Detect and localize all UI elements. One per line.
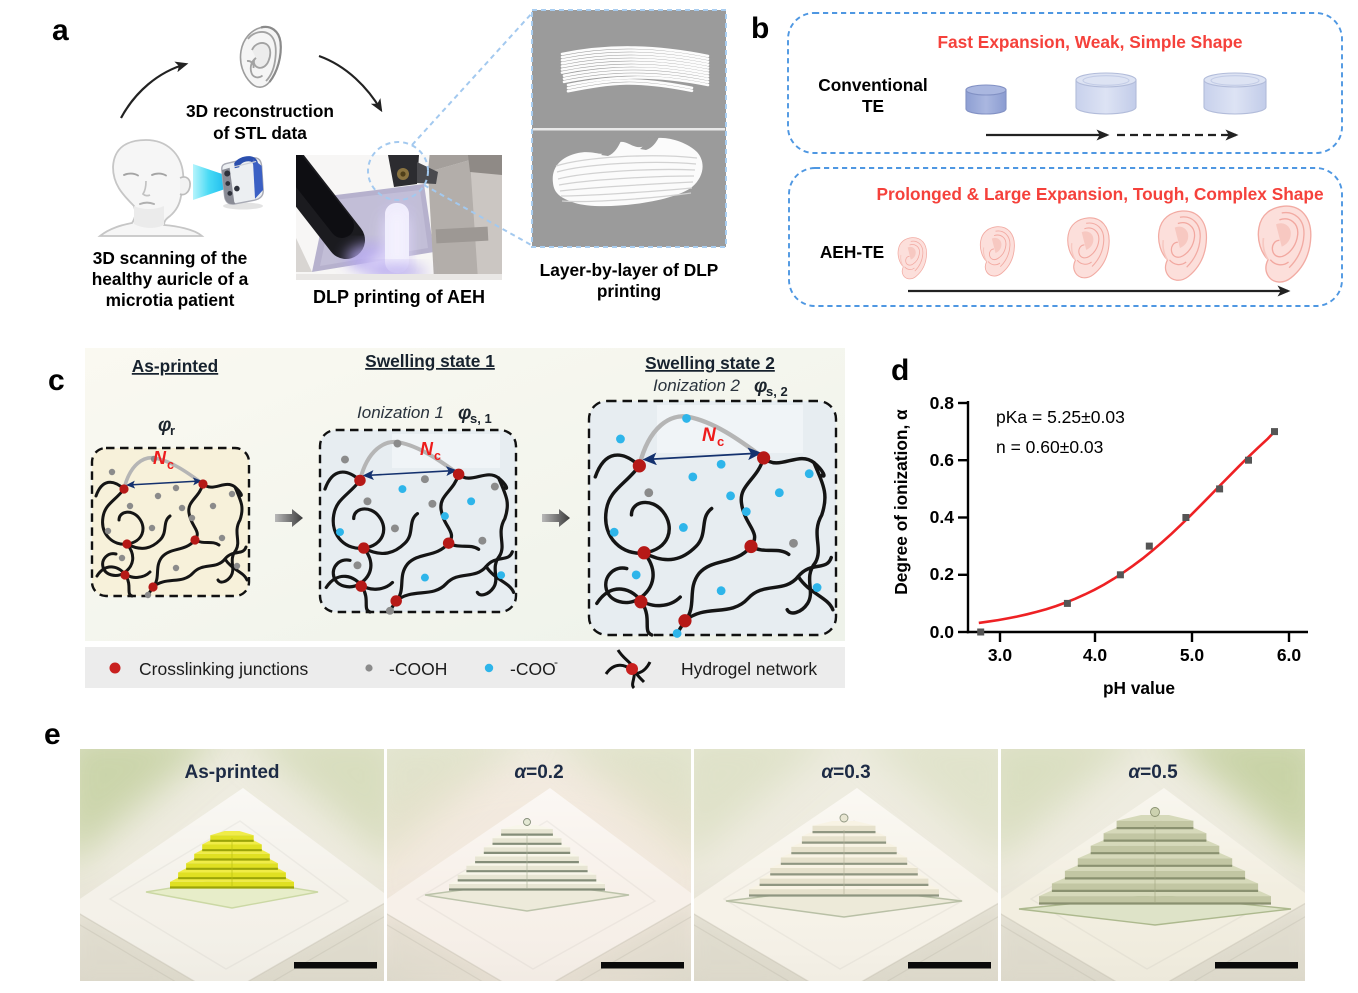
svg-text:N: N	[420, 439, 434, 459]
svg-text:-COO: -COO	[510, 659, 556, 679]
svg-text:Layer-by-layer of DLP: Layer-by-layer of DLP	[540, 260, 719, 280]
svg-text:φ: φ	[158, 415, 171, 436]
svg-text:microtia patient: microtia patient	[106, 290, 235, 310]
svg-text:α=0.3: α=0.3	[821, 762, 870, 783]
svg-text:DLP printing of AEH: DLP printing of AEH	[313, 287, 485, 307]
svg-text:c: c	[48, 364, 65, 397]
svg-text:pKa = 5.25±0.03: pKa = 5.25±0.03	[996, 407, 1125, 427]
svg-text:φ: φ	[754, 376, 767, 397]
svg-text:6.0: 6.0	[1277, 645, 1302, 665]
svg-text:-COOH: -COOH	[389, 659, 447, 679]
svg-text:Fast Expansion, Weak, Simple S: Fast Expansion, Weak, Simple Shape	[937, 32, 1242, 52]
svg-text:printing: printing	[597, 281, 661, 301]
svg-text:s, 2: s, 2	[766, 384, 788, 399]
svg-text:α=0.2: α=0.2	[514, 762, 563, 783]
svg-text:N: N	[702, 425, 717, 446]
svg-text:b: b	[751, 12, 769, 45]
svg-text:TE: TE	[862, 96, 884, 116]
svg-text:Degree of ionization, α: Degree of ionization, α	[891, 409, 911, 595]
svg-text:Ionization 1: Ionization 1	[357, 403, 444, 422]
svg-text:α=0.5: α=0.5	[1128, 762, 1178, 783]
svg-text:Hydrogel network: Hydrogel network	[681, 659, 817, 679]
svg-text:c: c	[434, 449, 441, 463]
svg-text:e: e	[44, 718, 61, 751]
svg-text:c: c	[717, 434, 724, 449]
svg-text:N: N	[153, 448, 167, 468]
svg-text:AEH-TE: AEH-TE	[820, 242, 884, 262]
svg-text:of STL data: of STL data	[213, 123, 307, 143]
svg-text:Prolonged & Large Expansion, T: Prolonged & Large Expansion, Tough, Comp…	[876, 184, 1324, 204]
svg-text:Swelling state 2: Swelling state 2	[645, 353, 775, 373]
svg-text:s, 1: s, 1	[470, 411, 492, 426]
svg-text:0.6: 0.6	[930, 450, 955, 470]
svg-text:Ionization 2: Ionization 2	[653, 376, 740, 395]
svg-text:pH value: pH value	[1103, 678, 1175, 698]
svg-text:a: a	[52, 14, 69, 47]
svg-text:0.8: 0.8	[930, 393, 955, 413]
svg-text:0.0: 0.0	[930, 622, 955, 642]
svg-text:c: c	[167, 458, 174, 472]
svg-text:5.0: 5.0	[1180, 645, 1205, 665]
svg-text:0.2: 0.2	[930, 564, 955, 584]
svg-text:Conventional: Conventional	[818, 75, 927, 95]
svg-text:-: -	[554, 655, 558, 669]
svg-text:0.4: 0.4	[930, 507, 955, 527]
svg-text:φ: φ	[458, 403, 471, 424]
svg-text:3.0: 3.0	[988, 645, 1013, 665]
svg-text:As-printed: As-printed	[185, 762, 280, 783]
svg-text:Crosslinking junctions: Crosslinking junctions	[139, 659, 308, 679]
svg-text:As-printed: As-printed	[132, 356, 218, 376]
svg-text:3D scanning of the: 3D scanning of the	[93, 248, 248, 268]
svg-text:d: d	[891, 354, 909, 387]
svg-text:3D reconstruction: 3D reconstruction	[186, 101, 334, 121]
svg-text:n = 0.60±0.03: n = 0.60±0.03	[996, 437, 1103, 457]
svg-text:Swelling state 1: Swelling state 1	[365, 351, 495, 371]
svg-text:r: r	[170, 423, 175, 438]
svg-text:4.0: 4.0	[1083, 645, 1108, 665]
svg-text:healthy auricle of a: healthy auricle of a	[92, 269, 249, 289]
